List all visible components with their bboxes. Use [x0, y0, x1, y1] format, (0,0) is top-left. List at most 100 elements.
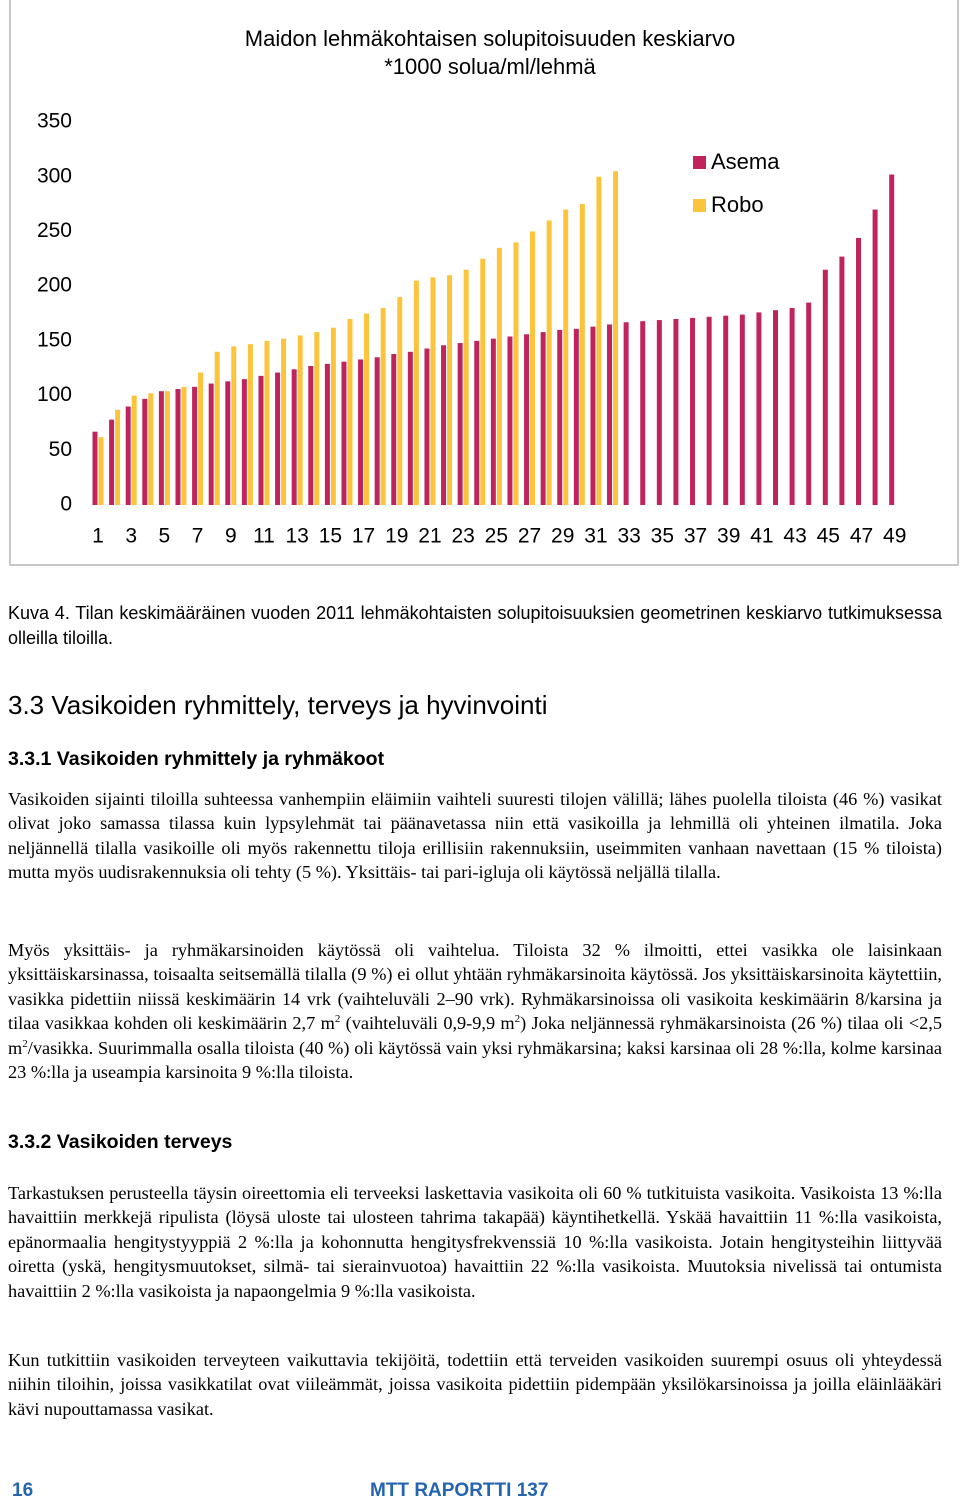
bar — [258, 375, 264, 505]
bar — [314, 332, 320, 505]
bar — [208, 383, 214, 505]
bar — [391, 353, 397, 505]
bar — [413, 280, 419, 505]
legend-label: Robo — [711, 192, 764, 217]
bar — [530, 231, 536, 505]
x-tick-label: 17 — [352, 525, 375, 548]
text-run: (vaihteluväli 0,9-9,9 m — [340, 1013, 515, 1034]
bar — [142, 398, 148, 505]
figure-caption: Kuva 4. Tilan keskimääräinen vuoden 2011… — [8, 603, 942, 648]
superscript: 2 — [514, 1013, 521, 1026]
bar — [457, 343, 463, 505]
bar — [524, 334, 530, 505]
bar — [806, 302, 812, 505]
paragraph: Vasikoiden sijainti tiloilla suhteessa v… — [8, 787, 942, 885]
bar — [125, 406, 131, 505]
bar — [822, 269, 828, 505]
bar — [546, 220, 552, 505]
x-tick-label: 19 — [385, 525, 408, 548]
text-run: Tarkastuksen perusteella täysin oireetto… — [8, 1183, 942, 1301]
x-tick-label: 39 — [717, 525, 740, 548]
bar — [264, 340, 270, 505]
y-tick-label: 0 — [60, 493, 72, 516]
y-tick-label: 200 — [37, 274, 72, 297]
y-tick-label: 150 — [37, 328, 72, 351]
bar — [424, 348, 430, 505]
bar — [148, 393, 154, 505]
bar — [490, 338, 496, 505]
x-tick-label: 13 — [285, 525, 308, 548]
bar — [540, 332, 546, 505]
bar — [341, 361, 347, 505]
bar — [241, 379, 247, 505]
bar — [623, 322, 629, 505]
chart-subtitle: *1000 solua/ml/lehmä — [384, 54, 596, 79]
chart-title: Maidon lehmäkohtaisen solupitoisuuden ke… — [245, 26, 735, 51]
bar — [723, 315, 729, 505]
y-tick-label: 300 — [37, 164, 72, 187]
bar — [98, 437, 104, 505]
x-tick-label: 5 — [159, 525, 171, 548]
x-tick-label: 33 — [617, 525, 640, 548]
legend-swatch — [693, 199, 706, 212]
bar — [115, 409, 121, 505]
bar — [706, 316, 712, 505]
bar — [513, 242, 519, 505]
bar — [607, 324, 613, 505]
bar — [441, 345, 447, 505]
bar — [324, 363, 330, 505]
bar — [247, 344, 253, 505]
bar — [474, 340, 480, 505]
bar — [480, 258, 486, 505]
bar — [739, 314, 745, 505]
chart: Maidon lehmäkohtaisen solupitoisuuden ke… — [9, 0, 959, 566]
superscript: 2 — [334, 1013, 341, 1026]
bar — [374, 357, 380, 505]
bar — [496, 247, 502, 506]
x-tick-label: 1 — [92, 525, 104, 548]
y-tick-label: 50 — [49, 438, 72, 461]
x-tick-label: 29 — [551, 525, 574, 548]
x-tick-label: 25 — [485, 525, 508, 548]
bar — [447, 275, 453, 505]
x-tick-label: 23 — [451, 525, 474, 548]
bar — [507, 336, 513, 505]
bar — [872, 209, 878, 506]
bar — [407, 351, 413, 505]
bar — [856, 237, 862, 505]
bar — [358, 359, 364, 505]
x-tick-label: 49 — [883, 525, 906, 548]
bar — [573, 328, 579, 505]
text-run: ) Joka neljännessä ryhmäkarsinoista (26 … — [8, 1013, 942, 1058]
bar — [214, 351, 220, 505]
paragraph: Myös yksittäis- ja ryhmäkarsinoiden käyt… — [8, 938, 942, 1084]
x-tick-label: 27 — [518, 525, 541, 548]
bar — [756, 312, 762, 505]
superscript: 2 — [22, 1037, 28, 1050]
bar — [92, 431, 98, 505]
page-number: 16 — [12, 1480, 34, 1501]
bar — [380, 308, 386, 505]
bar — [164, 391, 170, 505]
text-run: Vasikoiden sijainti tiloilla suhteessa v… — [8, 789, 942, 883]
bar — [281, 338, 287, 505]
bar — [109, 419, 115, 505]
publication: MTT RAPORTTI 137 — [370, 1480, 549, 1501]
bar — [673, 318, 679, 505]
text-run: /vasikka. Suurimmalla osalla tiloista (4… — [8, 1037, 942, 1083]
subsection-heading: 3.3.2 Vasikoiden terveys — [8, 1131, 233, 1153]
bar — [291, 369, 297, 505]
bar — [690, 317, 696, 505]
x-tick-label: 43 — [783, 525, 806, 548]
x-tick-label: 41 — [750, 525, 773, 548]
x-tick-label: 35 — [651, 525, 674, 548]
x-tick-label: 3 — [125, 525, 137, 548]
x-tick-label: 31 — [584, 525, 607, 548]
legend-label: Asema — [711, 149, 780, 174]
bar — [330, 327, 336, 505]
bar — [158, 391, 164, 505]
paragraph: Tarkastuksen perusteella täysin oireetto… — [8, 1181, 942, 1303]
text-run: Kun tutkittiin vasikoiden terveyteen vai… — [8, 1350, 942, 1419]
bar — [839, 256, 845, 505]
